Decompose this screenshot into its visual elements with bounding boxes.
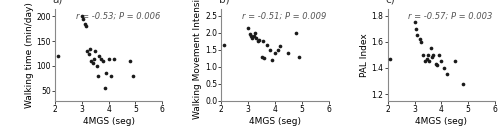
Point xyxy=(426,47,434,49)
Point xyxy=(428,56,436,58)
Point xyxy=(442,73,450,75)
Y-axis label: PAL Index: PAL Index xyxy=(360,33,368,77)
Point xyxy=(88,62,96,64)
Point xyxy=(432,63,440,65)
Point xyxy=(417,41,425,43)
Point xyxy=(413,34,421,36)
Text: r = -0.53; P = 0.006: r = -0.53; P = 0.006 xyxy=(76,12,160,21)
Point xyxy=(91,50,99,52)
Point xyxy=(79,18,87,20)
Text: c): c) xyxy=(386,0,396,4)
Text: r = -0.57; P = 0.003: r = -0.57; P = 0.003 xyxy=(408,12,493,21)
Point xyxy=(266,49,274,51)
Point xyxy=(276,45,284,47)
Point xyxy=(255,39,263,41)
Point xyxy=(451,60,459,62)
Point xyxy=(254,40,262,42)
Point xyxy=(268,59,276,61)
Point xyxy=(418,54,426,56)
Point xyxy=(416,38,424,40)
Point xyxy=(440,67,448,69)
Point xyxy=(96,55,104,57)
Point xyxy=(251,32,259,34)
Point xyxy=(104,58,112,60)
Point xyxy=(54,55,62,57)
Point xyxy=(430,54,438,56)
X-axis label: 4MGS (seg): 4MGS (seg) xyxy=(249,117,301,126)
Point xyxy=(83,50,91,52)
Point xyxy=(434,64,442,66)
Point xyxy=(250,35,258,37)
Point xyxy=(94,75,102,77)
Point xyxy=(96,58,104,60)
Point xyxy=(260,57,268,59)
Point xyxy=(248,37,256,39)
Point xyxy=(108,75,116,77)
Text: r = -0.51; P = 0.009: r = -0.51; P = 0.009 xyxy=(242,12,326,21)
Point xyxy=(424,54,432,56)
Point xyxy=(438,60,446,62)
Point xyxy=(258,55,266,58)
Point xyxy=(90,58,98,60)
Point xyxy=(295,55,303,58)
Point xyxy=(87,60,95,62)
Point xyxy=(78,15,86,18)
Point xyxy=(86,48,94,50)
Point xyxy=(100,87,108,89)
Point xyxy=(459,83,467,85)
Point xyxy=(246,33,254,35)
Point xyxy=(92,65,100,67)
Point xyxy=(100,60,108,62)
Point xyxy=(259,40,267,42)
Point xyxy=(284,52,292,54)
Point xyxy=(110,58,118,60)
Y-axis label: Walking time (min/day): Walking time (min/day) xyxy=(24,2,34,108)
Point xyxy=(102,72,110,74)
Text: a): a) xyxy=(53,0,63,4)
Point xyxy=(421,60,429,62)
Point xyxy=(271,52,279,54)
Point xyxy=(126,60,134,62)
Point xyxy=(292,32,300,34)
X-axis label: 4MGS (seg): 4MGS (seg) xyxy=(416,117,468,126)
Point xyxy=(247,35,255,37)
Point xyxy=(80,23,88,25)
Point xyxy=(422,58,430,60)
Point xyxy=(220,44,228,46)
Text: b): b) xyxy=(219,0,230,4)
Y-axis label: Walking Movement Intensity: Walking Movement Intensity xyxy=(194,0,202,119)
Point xyxy=(434,54,442,56)
Point xyxy=(82,25,90,27)
Point xyxy=(274,49,281,51)
Point xyxy=(263,44,271,46)
Point xyxy=(426,60,434,62)
Point xyxy=(252,37,260,39)
Point xyxy=(129,75,137,77)
Point xyxy=(412,28,420,30)
X-axis label: 4MGS (seg): 4MGS (seg) xyxy=(82,117,134,126)
Point xyxy=(386,58,394,60)
Point xyxy=(84,53,92,55)
Point xyxy=(244,27,252,29)
Point xyxy=(410,21,418,23)
